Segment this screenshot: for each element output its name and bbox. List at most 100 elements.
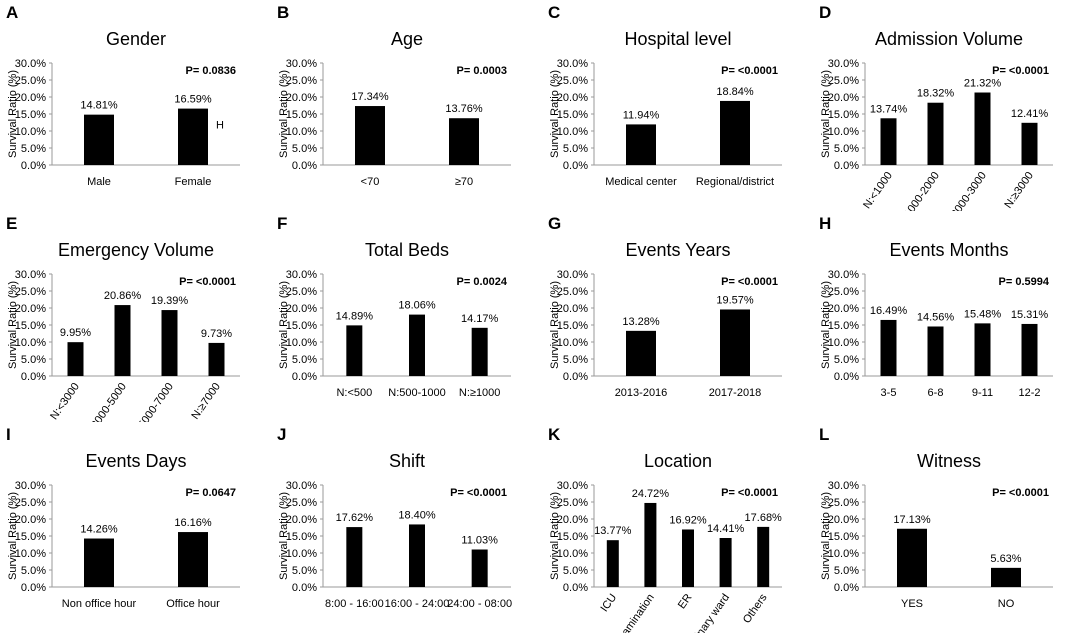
y-tick-label: 25.0% (286, 286, 317, 298)
y-tick-label: 15.0% (286, 531, 317, 543)
data-label: 21.32% (964, 78, 1002, 90)
x-tick-label: N:≥3000 (1002, 170, 1036, 211)
data-label: 19.39% (151, 295, 189, 307)
bar (1021, 323, 1038, 376)
y-tick-label: 0.0% (292, 160, 317, 172)
y-tick-label: 5.0% (563, 143, 588, 155)
y-tick-label: 5.0% (834, 354, 859, 366)
bar (471, 549, 488, 587)
chart-title: Events Months (889, 240, 1008, 260)
bar (974, 323, 991, 376)
y-tick-label: 10.0% (15, 337, 46, 349)
y-axis-label: Survival Ratio (%) (820, 492, 832, 580)
y-tick-label: 5.0% (834, 565, 859, 577)
p-value: P= <0.0001 (721, 276, 778, 288)
y-tick-label: 30.0% (286, 269, 317, 281)
bar (626, 124, 656, 165)
y-tick-label: 25.0% (286, 497, 317, 509)
bar (720, 309, 750, 376)
bar (355, 106, 385, 165)
bar (1021, 122, 1038, 165)
y-tick-label: 5.0% (834, 143, 859, 155)
chart-title: Shift (389, 451, 425, 471)
y-tick-label: 15.0% (557, 320, 588, 332)
y-tick-label: 20.0% (15, 92, 46, 104)
y-tick-label: 25.0% (15, 75, 46, 87)
panel-label: D (819, 3, 831, 22)
y-tick-label: 20.0% (557, 303, 588, 315)
y-tick-label: 15.0% (286, 320, 317, 332)
chart-panel-k: K Location P= <0.0001 Survival Ratio (%)0.0… (548, 425, 782, 633)
p-value: P= 0.0836 (186, 65, 236, 77)
chart-panel-l: L Witness P= <0.0001 Survival Ratio (%)0.0%… (819, 425, 1053, 610)
y-tick-label: 30.0% (286, 58, 317, 70)
x-tick-label: N:≥1000 (459, 387, 501, 399)
y-tick-label: 0.0% (21, 371, 46, 383)
data-label: 15.48% (964, 308, 1002, 320)
chart-panel-j: J Shift P= <0.0001 Survival Ratio (%)0.0% 5.… (277, 425, 512, 610)
bar (471, 327, 488, 376)
chart-panel-c: C Hospital level P= <0.0001 Survival Ratio … (548, 3, 782, 188)
y-tick-label: 0.0% (21, 160, 46, 172)
bar (927, 326, 944, 376)
x-tick-label: Female (175, 176, 212, 188)
y-tick-label: 30.0% (286, 480, 317, 492)
bar (161, 310, 178, 376)
p-value: P= 0.0003 (457, 65, 507, 77)
y-tick-label: 25.0% (828, 286, 859, 298)
y-tick-label: 5.0% (563, 565, 588, 577)
data-label: 5.63% (990, 553, 1021, 565)
bar (991, 567, 1021, 587)
data-label: 13.74% (870, 103, 908, 115)
data-label: 9.73% (201, 328, 232, 340)
bar (880, 319, 897, 376)
p-value: P= <0.0001 (179, 276, 236, 288)
x-tick-label: N:<500 (336, 387, 372, 399)
x-tick-label: Others (741, 591, 770, 625)
data-label: 16.16% (174, 517, 212, 529)
chart-title: Age (391, 29, 423, 49)
chart-title: Events Days (85, 451, 186, 471)
y-tick-label: 5.0% (21, 143, 46, 155)
panel-label: F (277, 214, 287, 233)
chart-title: Events Years (625, 240, 730, 260)
y-tick-label: 25.0% (15, 497, 46, 509)
y-tick-label: 0.0% (563, 371, 588, 383)
bar (757, 526, 770, 587)
x-tick-label: 2013-2016 (615, 387, 668, 399)
panel-label: C (548, 3, 560, 22)
p-value: P= <0.0001 (992, 487, 1049, 499)
y-tick-label: 15.0% (15, 531, 46, 543)
data-label: 11.03% (461, 534, 498, 546)
y-tick-label: 0.0% (563, 582, 588, 594)
bar (84, 114, 114, 165)
chart-title: Gender (106, 29, 166, 49)
y-tick-label: 10.0% (828, 548, 859, 560)
x-tick-label: ICU (599, 592, 620, 614)
x-tick-label: Examination (612, 592, 657, 633)
bar (208, 342, 225, 376)
data-label: 14.17% (461, 313, 499, 325)
data-label: 13.77% (594, 525, 632, 537)
bar (927, 102, 944, 165)
data-label: 18.40% (398, 509, 436, 521)
y-tick-label: 0.0% (21, 582, 46, 594)
y-tick-label: 5.0% (292, 354, 317, 366)
y-axis-label: Survival Ratio (%) (549, 492, 561, 580)
data-label: 18.84% (716, 86, 754, 98)
x-tick-label: Office hour (166, 598, 220, 610)
x-tick-label: Medical center (605, 176, 677, 188)
p-value: P= 0.0024 (457, 276, 508, 288)
bar (409, 314, 425, 376)
data-label: 14.89% (336, 310, 374, 322)
x-tick-label: ER (676, 592, 695, 611)
x-tick-label: 12-2 (1018, 387, 1040, 399)
y-tick-label: 10.0% (15, 548, 46, 560)
x-tick-label: NO (998, 598, 1015, 610)
x-tick-label: N:2000-3000 (943, 170, 989, 211)
data-label: 13.76% (445, 103, 483, 115)
y-tick-label: 20.0% (828, 303, 859, 315)
y-tick-label: 20.0% (828, 92, 859, 104)
y-tick-label: 10.0% (557, 126, 588, 138)
